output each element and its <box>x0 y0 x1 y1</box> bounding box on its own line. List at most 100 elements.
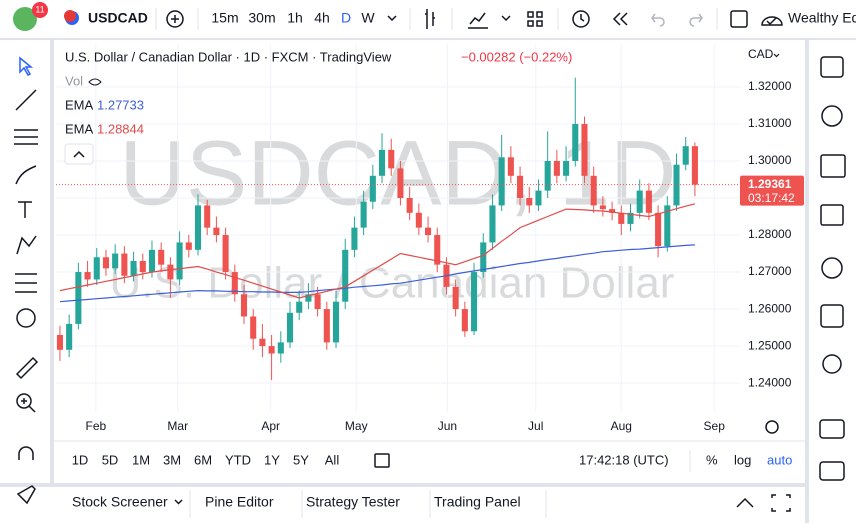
panel-tab[interactable]: Stock Screener <box>72 494 168 510</box>
panel-tab[interactable]: Trading Panel <box>434 494 521 510</box>
range-button[interactable]: 5Y <box>293 452 309 467</box>
date-range-picker[interactable] <box>374 453 390 468</box>
avatar[interactable] <box>13 7 37 31</box>
measure-tool[interactable] <box>15 356 39 380</box>
candle-body <box>489 205 496 243</box>
top-toolbar <box>0 0 856 38</box>
chart-title: U.S. Dollar / Canadian Dollar · 1D · FXC… <box>65 49 392 64</box>
prediction-tool[interactable] <box>15 273 37 293</box>
candle-body <box>222 235 229 273</box>
redo[interactable] <box>689 13 703 27</box>
indicators[interactable] <box>468 12 488 29</box>
news[interactable] <box>820 154 846 178</box>
alerts-panel[interactable] <box>821 105 843 127</box>
chats[interactable] <box>819 419 845 439</box>
streams[interactable] <box>819 461 845 481</box>
visibility-toggle[interactable] <box>88 78 102 86</box>
zoom-tool-glyph <box>21 398 36 413</box>
candle-body <box>563 160 570 176</box>
bottom-panel <box>0 487 805 523</box>
panel-tab[interactable]: Strategy Tester <box>306 494 400 510</box>
candle-body <box>240 294 248 317</box>
ema-value: 1.28844 <box>97 121 144 136</box>
candle-body <box>599 205 606 210</box>
undo[interactable] <box>651 13 665 27</box>
layouts <box>527 20 534 27</box>
panel-tab[interactable]: Pine Editor <box>205 494 274 510</box>
panel-maximize[interactable] <box>771 494 791 512</box>
interval-button[interactable]: D <box>341 10 351 26</box>
y-tick-label: 1.26000 <box>748 301 792 315</box>
candle-body <box>185 242 192 250</box>
indicators-dropdown[interactable] <box>501 15 511 22</box>
emoji-tool[interactable] <box>16 308 36 328</box>
interval-button[interactable]: 15m <box>211 10 238 26</box>
add-symbol[interactable] <box>166 10 184 28</box>
chart-type[interactable] <box>425 9 435 29</box>
candle-body <box>425 227 432 236</box>
magnet-tool[interactable] <box>18 446 34 460</box>
text-tool[interactable] <box>18 201 32 218</box>
fullscreen-toggle[interactable] <box>730 10 748 28</box>
candle-body <box>148 249 156 273</box>
candle-body <box>296 301 303 313</box>
candle-body <box>627 212 634 224</box>
interval-button[interactable]: W <box>361 10 375 26</box>
range-button[interactable]: YTD <box>225 452 251 467</box>
candle-body <box>139 260 146 273</box>
left-toolbar <box>0 40 50 483</box>
scale-log[interactable]: log <box>734 452 751 467</box>
range-button[interactable]: 6M <box>194 452 212 467</box>
cloud-check <box>766 17 777 26</box>
y-tick-label: 1.32000 <box>748 79 792 93</box>
symbol-search[interactable]: USDCAD <box>88 10 148 26</box>
panel-expand[interactable] <box>736 497 754 508</box>
bottom-left <box>0 487 50 523</box>
hotlists[interactable] <box>821 257 843 279</box>
currency-label[interactable]: CAD <box>748 47 774 61</box>
cursor-tool[interactable] <box>19 56 34 76</box>
ema-line <box>59 203 696 299</box>
ideas[interactable] <box>822 354 842 374</box>
zoom-tool[interactable] <box>16 393 32 409</box>
brush-tool[interactable] <box>15 165 37 185</box>
range-button[interactable]: 3M <box>163 452 181 467</box>
settings-gear[interactable] <box>765 420 779 434</box>
interval-button[interactable]: 4h <box>314 10 330 26</box>
x-tick-label: Mar <box>167 419 188 433</box>
y-tick-label: 1.25000 <box>748 338 792 352</box>
candle-body <box>204 205 211 228</box>
eraser-tool[interactable] <box>16 485 36 505</box>
fib-tool[interactable] <box>14 129 38 145</box>
layouts <box>536 20 543 27</box>
trend-line-tool[interactable] <box>15 89 37 111</box>
layout-name[interactable]: Wealthy Ed <box>788 10 856 26</box>
scale-auto[interactable]: auto <box>767 452 792 467</box>
layouts <box>536 11 543 18</box>
candle-body <box>121 253 128 276</box>
candle-body <box>480 242 487 273</box>
interval-button[interactable]: 1h <box>287 10 303 26</box>
range-button[interactable]: 1M <box>132 452 150 467</box>
range-button[interactable]: All <box>325 452 340 467</box>
pattern-tool[interactable] <box>16 235 37 255</box>
layouts[interactable] <box>527 11 534 18</box>
calendar[interactable] <box>820 304 844 328</box>
tab-dropdown[interactable] <box>174 499 183 505</box>
range-button[interactable]: 1Y <box>264 452 280 467</box>
candle-body <box>406 198 413 213</box>
alert[interactable] <box>572 10 590 28</box>
replay[interactable] <box>612 12 628 26</box>
candle-body <box>102 257 110 269</box>
scale-percent[interactable]: % <box>706 452 718 467</box>
interval-dropdown[interactable] <box>387 15 397 22</box>
range-button[interactable]: 1D <box>72 452 89 467</box>
interval-button[interactable]: 30m <box>248 10 275 26</box>
y-tick-label: 1.30000 <box>748 153 792 167</box>
candle-body <box>286 312 294 343</box>
data-window[interactable] <box>820 204 844 226</box>
collapse-legend[interactable] <box>64 143 94 165</box>
range-button[interactable]: 5D <box>102 452 119 467</box>
candle-body <box>572 123 579 161</box>
watchlist[interactable] <box>820 56 844 78</box>
